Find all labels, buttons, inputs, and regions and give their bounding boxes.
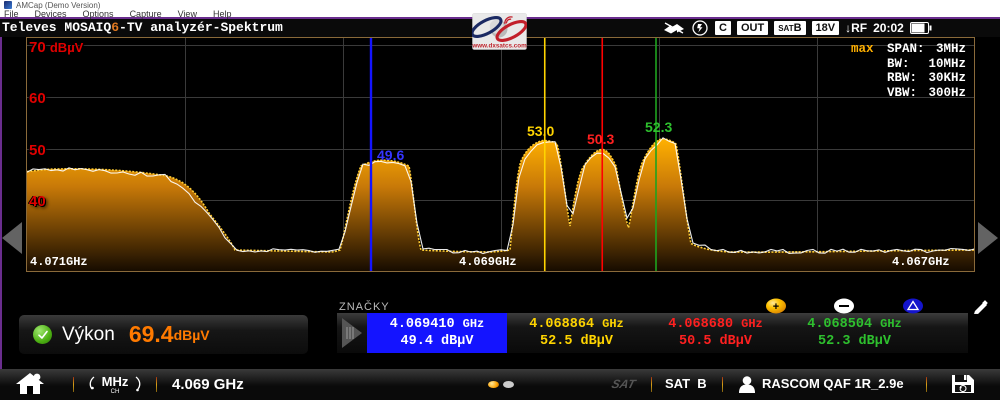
svg-text:www.dxsatcs.com: www.dxsatcs.com [472,43,527,50]
svg-text:+: + [773,301,779,313]
svg-text:MHz: MHz [102,374,129,389]
svg-text:52.3: 52.3 [645,119,672,135]
svg-text:CH: CH [111,389,120,395]
svg-text:53.0: 53.0 [527,123,554,139]
svg-text:50.3: 50.3 [587,131,614,147]
svg-text:49.6: 49.6 [377,147,404,163]
